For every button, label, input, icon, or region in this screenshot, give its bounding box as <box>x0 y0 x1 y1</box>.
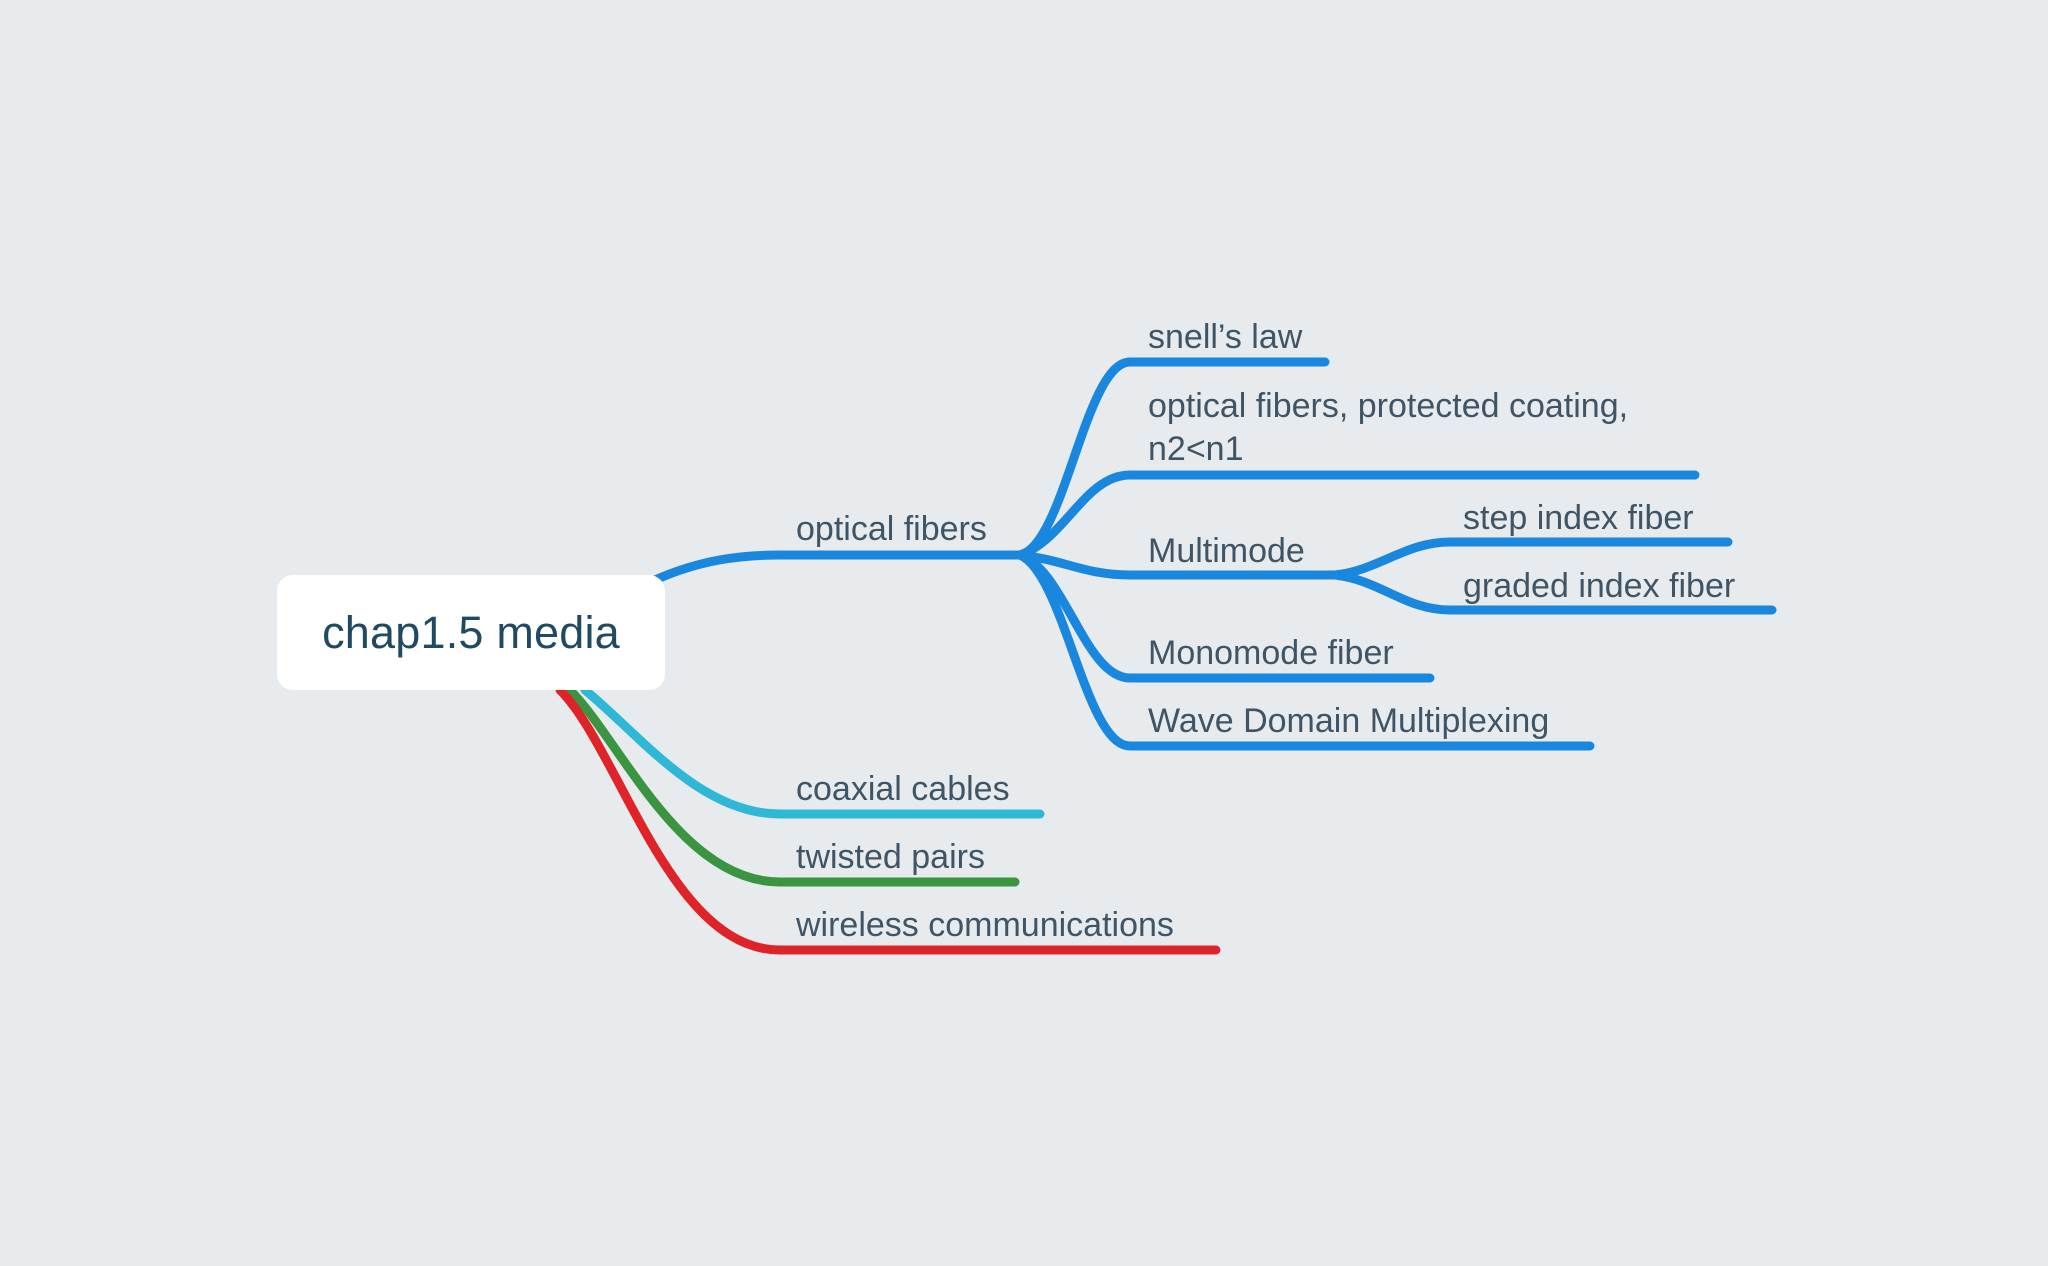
link-optical-wdm <box>1015 550 1595 751</box>
subtopic-monomode-fiber-label: Monomode fiber <box>1148 634 1394 672</box>
central-topic-label: chap1.5 media <box>322 606 620 658</box>
link-optical-coating <box>1015 470 1700 560</box>
link-central-optical-fibers <box>650 550 1025 585</box>
link-central-coaxial <box>580 685 1045 819</box>
link-central-wireless <box>555 685 1221 955</box>
subtopic-protected-coating-line2: n2<n1 <box>1148 430 1244 468</box>
subtopic-wave-domain-multiplexing-label: Wave Domain Multiplexing <box>1148 702 1550 740</box>
subtopic-monomode-fiber[interactable]: Monomode fiber <box>1148 632 1394 675</box>
subtopic-wave-domain-multiplexing[interactable]: Wave Domain Multiplexing <box>1148 700 1549 743</box>
topic-twisted-pairs[interactable]: twisted pairs <box>796 836 985 879</box>
subtopic-snells-law-label: snell’s law <box>1148 318 1303 356</box>
topic-twisted-pairs-label: twisted pairs <box>796 838 985 876</box>
subtopic-snells-law[interactable]: snell’s law <box>1148 316 1302 359</box>
central-topic[interactable]: chap1.5 media <box>277 575 665 690</box>
link-optical-multimode <box>1015 550 1340 580</box>
topic-optical-fibers-label: optical fibers <box>796 510 987 548</box>
subtopic-step-index-fiber[interactable]: step index fiber <box>1463 497 1694 540</box>
topic-coaxial-cables[interactable]: coaxial cables <box>796 768 1010 811</box>
topic-wireless-communications[interactable]: wireless communications <box>796 904 1174 947</box>
link-central-twisted <box>565 685 1020 887</box>
subtopic-protected-coating-line1: optical fibers, protected coating, <box>1148 387 1629 425</box>
subtopic-protected-coating[interactable]: optical fibers, protected coating, n2<n1 <box>1148 385 1628 471</box>
topic-coaxial-cables-label: coaxial cables <box>796 770 1010 808</box>
topic-optical-fibers[interactable]: optical fibers <box>796 508 987 551</box>
subtopic-graded-index-fiber-label: graded index fiber <box>1463 567 1736 605</box>
subtopic-step-index-fiber-label: step index fiber <box>1463 499 1694 537</box>
link-multimode-graded-index <box>1330 570 1777 615</box>
link-multimode-step-index <box>1330 537 1733 580</box>
subtopic-graded-index-fiber[interactable]: graded index fiber <box>1463 565 1735 608</box>
subtopic-multimode-label: Multimode <box>1148 532 1305 570</box>
subtopic-multimode[interactable]: Multimode <box>1148 530 1305 573</box>
topic-wireless-communications-label: wireless communications <box>796 906 1174 944</box>
